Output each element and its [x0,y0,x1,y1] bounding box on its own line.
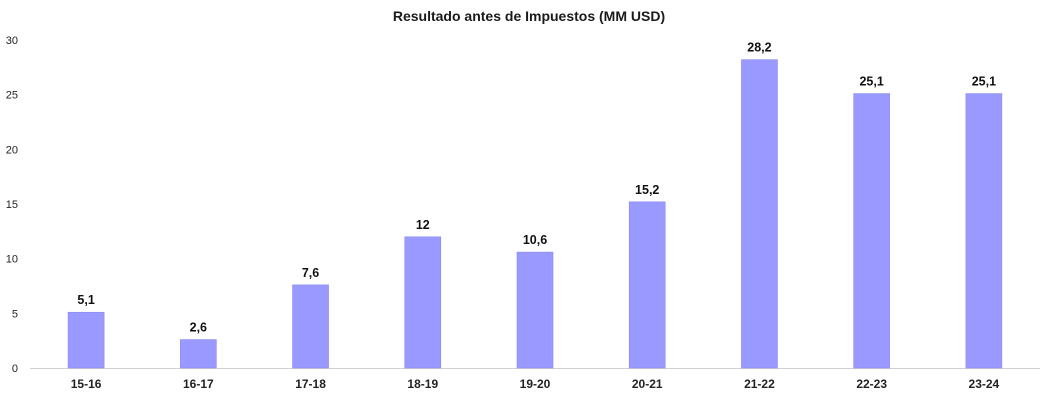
data-label-17-18: 7,6 [302,266,319,280]
x-axis-labels: 15-16 16-17 17-18 18-19 19-20 20-21 21-22 22-23… [71,377,1000,391]
bar-18-19 [404,236,442,369]
data-labels: 5,1 2,6 7,6 12 10,6 15,2 28,2 25,1 25,1 [77,41,996,335]
x-tick-label-22-23: 22-23 [856,377,887,391]
data-label-23-24: 25,1 [972,75,996,89]
chart-title: Resultado antes de Impuestos (MM USD) [392,8,666,24]
y-tick-label: 20 [6,144,18,156]
data-label-19-20: 10,6 [523,233,547,247]
data-label-22-23: 25,1 [859,75,883,89]
x-tick-label-21-22: 21-22 [744,377,775,391]
bar-17-18 [292,284,329,369]
y-tick-label: 25 [6,90,18,102]
bar-15-16 [67,311,105,369]
x-tick-label-15-16: 15-16 [71,377,102,391]
x-tick-label-16-17: 16-17 [183,377,214,391]
y-tick-label: 30 [6,35,18,47]
x-tick-label-20-21: 20-21 [632,377,663,391]
x-tick-label-23-24: 23-24 [969,377,1000,391]
bar-19-20 [516,251,554,369]
y-axis-ticks: 0 5 10 15 20 25 30 [6,35,18,375]
bar-23-24 [965,93,1003,369]
y-tick-label: 10 [6,254,18,266]
data-label-20-21: 15,2 [635,183,659,197]
x-tick-label-19-20: 19-20 [520,377,551,391]
y-tick-label: 0 [12,363,18,375]
bar-16-17 [180,339,217,369]
y-tick-label: 15 [6,199,18,211]
bar-22-23 [853,93,890,369]
data-label-16-17: 2,6 [190,321,207,335]
bar-20-21 [628,201,666,369]
y-tick-label: 5 [12,308,18,320]
data-label-21-22: 28,2 [747,41,771,55]
x-tick-label-17-18: 17-18 [295,377,326,391]
data-label-18-19: 12 [416,218,430,232]
bar-21-22 [741,59,778,369]
x-tick-label-18-19: 18-19 [407,377,438,391]
data-label-15-16: 5,1 [77,293,94,307]
bar-series [67,59,1003,369]
